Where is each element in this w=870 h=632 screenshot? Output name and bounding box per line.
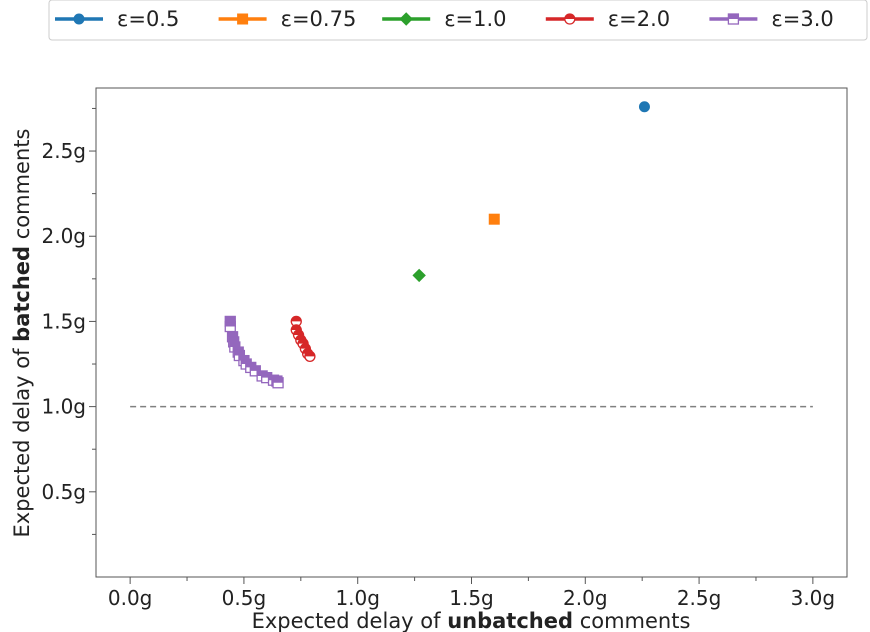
x-axis-label-prefix: Expected delay of <box>252 609 448 632</box>
legend-label: ε=0.5 <box>117 7 179 31</box>
x-tick-label: 2.5g <box>677 586 722 610</box>
plot-area <box>95 87 848 578</box>
data-point <box>412 268 426 283</box>
x-tick-label: 1.0g <box>335 586 380 610</box>
legend-frame <box>48 0 868 41</box>
y-axis: 0.5g 1.0g 1.5g 2.0g 2.5g <box>41 107 96 535</box>
y-axis-label-bold: batched <box>10 246 34 342</box>
x-axis-label: Expected delay of unbatched comments <box>252 609 691 632</box>
x-axis-label-suffix: comments <box>573 609 690 632</box>
x-tick-label: 0.0g <box>108 586 153 610</box>
y-tick-label: 1.5g <box>41 309 86 333</box>
legend-label: ε=0.75 <box>281 7 357 31</box>
data-point <box>638 101 650 113</box>
legend-entry: ε=3.0 <box>709 7 834 31</box>
series-0 <box>638 101 650 113</box>
x-tick-label: 3.0g <box>791 586 836 610</box>
legend-entry: ε=0.75 <box>218 7 357 31</box>
data-point <box>488 213 500 225</box>
x-axis: 0.0g 0.5g 1.0g 1.5g 2.0g 2.5g 3.0g <box>108 577 835 610</box>
y-tick-label: 2.0g <box>41 224 86 248</box>
legend-label: ε=3.0 <box>771 7 833 31</box>
y-axis-label-prefix: Expected delay of <box>10 342 34 538</box>
legend-label: ε=2.0 <box>608 7 670 31</box>
legend-marker <box>237 13 249 25</box>
y-tick-label: 2.5g <box>41 139 86 163</box>
y-tick-label: 0.5g <box>41 480 86 504</box>
legend-label: ε=1.0 <box>444 7 506 31</box>
y-tick-label: 1.0g <box>41 395 86 419</box>
legend-marker <box>727 13 740 25</box>
x-axis-label-bold: unbatched <box>447 609 573 632</box>
legend-entry: ε=2.0 <box>545 7 670 31</box>
data-point <box>290 315 302 328</box>
y-axis-label: Expected delay of batched comments <box>10 129 34 538</box>
y-axis-label-suffix: comments <box>10 129 34 246</box>
legend-marker <box>73 13 85 25</box>
data-point <box>224 320 236 333</box>
x-tick-label: 0.5g <box>222 586 267 610</box>
legend-entry: ε=0.5 <box>55 7 179 31</box>
series-1 <box>488 213 500 225</box>
series-4 <box>224 315 284 389</box>
data-point <box>272 377 284 389</box>
x-tick-label: 1.5g <box>449 586 494 610</box>
legend-marker <box>564 13 576 25</box>
series-2 <box>412 268 426 283</box>
legend: ε=0.5 ε=0.75 ε=1.0 ε=2.0 ε=3.0 <box>48 0 868 41</box>
legend-marker <box>399 12 413 26</box>
legend-entry: ε=1.0 <box>382 7 507 31</box>
series-3 <box>290 315 316 363</box>
data-marks <box>224 101 650 389</box>
x-tick-label: 2.0g <box>563 586 608 610</box>
data-point <box>304 350 316 363</box>
